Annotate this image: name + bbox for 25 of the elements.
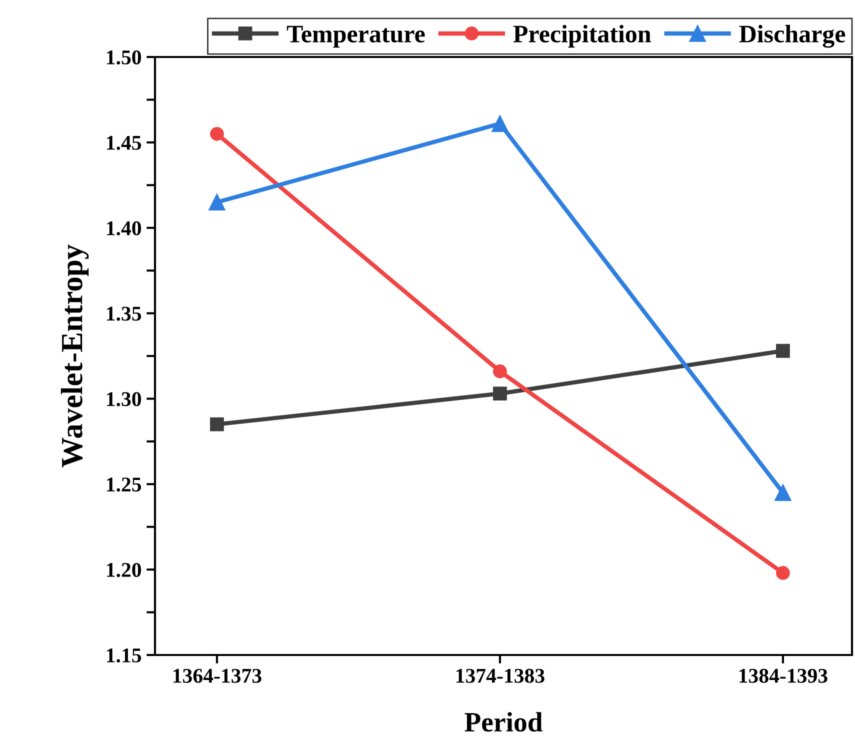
y-tick-label: 1.40	[107, 221, 142, 236]
y-tick-label: 1.50	[107, 50, 142, 65]
point	[210, 126, 224, 141]
point	[210, 417, 224, 432]
point	[208, 194, 226, 211]
legend-label: Precipitation	[513, 24, 651, 48]
point	[493, 386, 507, 401]
x-tick-label: 1374-1383	[456, 668, 544, 683]
y-tick-label: 1.35	[107, 306, 142, 321]
y-tick-label: 1.30	[107, 392, 142, 406]
y-tick-label: 1.15	[107, 648, 142, 663]
x-tick-label: 1384-1393	[739, 668, 828, 683]
point	[776, 566, 790, 580]
point	[776, 344, 790, 358]
legend-label: Temperature	[286, 26, 425, 48]
y-axis-title: Wavelet-Entropy	[60, 244, 89, 468]
point	[774, 484, 792, 502]
legend-label: Discharge	[739, 24, 846, 48]
y-tick-label: 1.45	[107, 136, 142, 150]
y-tick-label: 1.20	[107, 562, 142, 578]
x-axis-title: Period	[464, 712, 543, 732]
y-tick-label: 1.25	[107, 478, 142, 492]
point	[492, 115, 508, 132]
point	[493, 364, 507, 378]
x-tick-label: 1364-1373	[174, 668, 262, 683]
